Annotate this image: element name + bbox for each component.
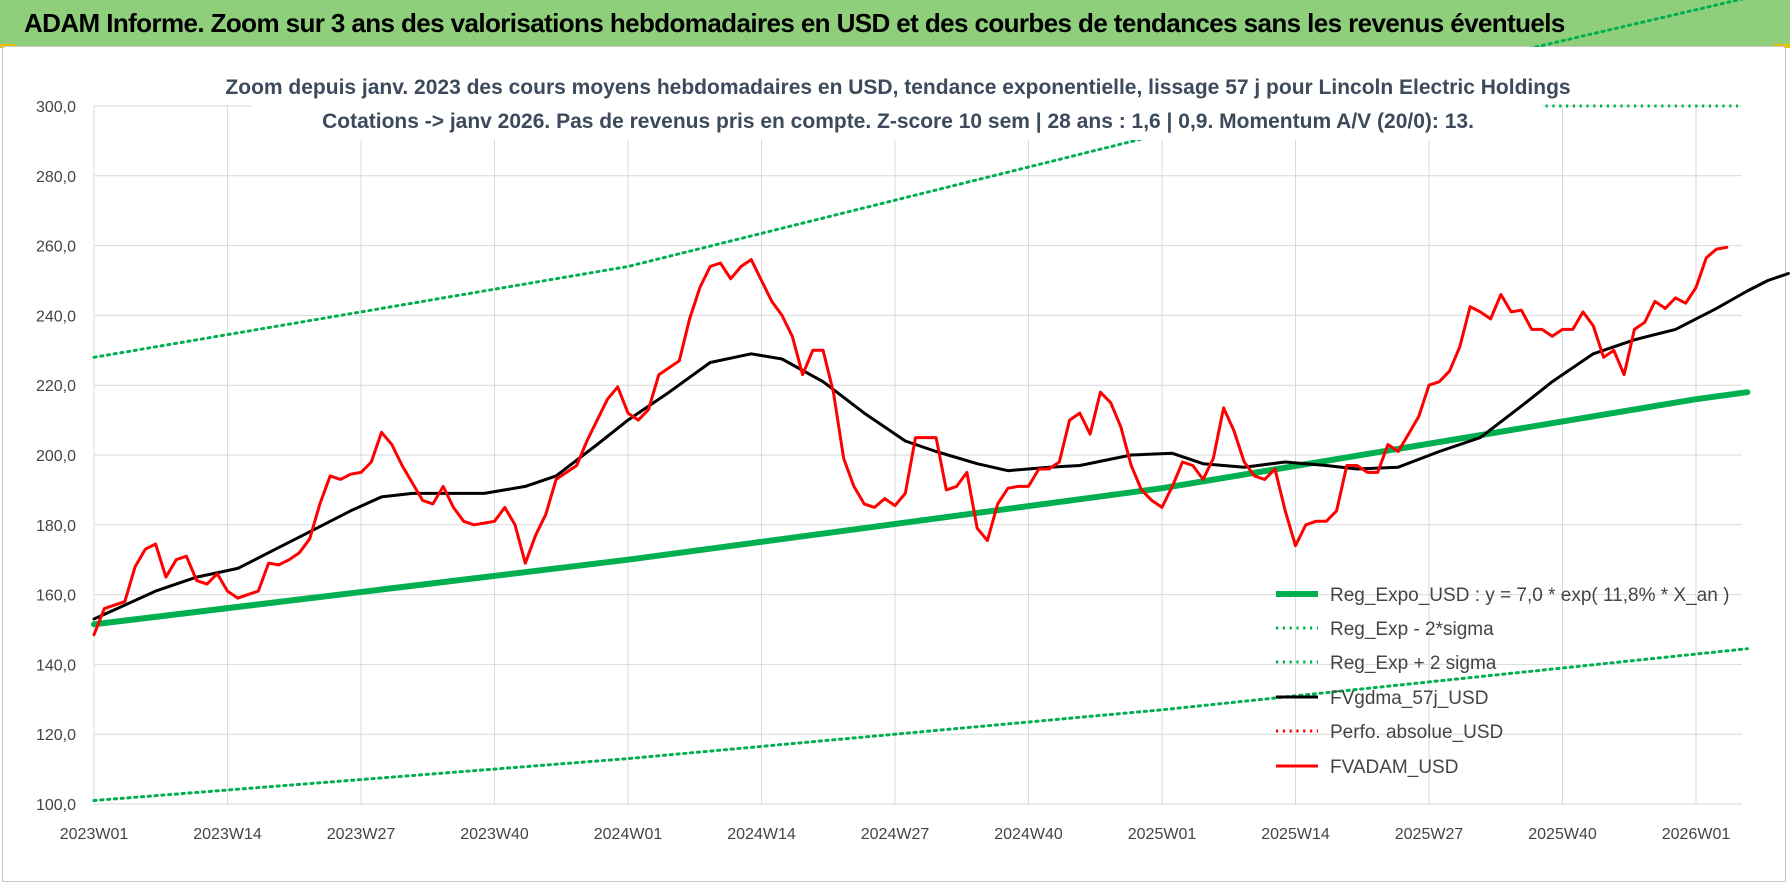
- axis-labels: 100,0 120,0 140,0 160,0 180,0 200,0 220,0 240,0…: [36, 99, 1730, 843]
- legend-label: Reg_Expo_USD : y = 7,0 * exp( 11,8% * X_…: [1330, 585, 1729, 606]
- y-tick-label: 240,0: [36, 308, 76, 325]
- legend-label: Perfo. absolue_USD: [1330, 722, 1503, 743]
- series-line: [92, 647, 1749, 802]
- chart-frame: [2, 46, 1786, 882]
- x-tick-label: 2023W27: [327, 826, 396, 843]
- chart-title-line1: Zoom depuis janv. 2023 des cours moyens …: [225, 76, 1570, 99]
- y-tick-label: 280,0: [36, 169, 76, 186]
- legend-label: FVADAM_USD: [1330, 757, 1458, 778]
- x-tick-label: 2023W14: [193, 826, 262, 843]
- series-line: [91, 389, 1751, 628]
- series-line: [92, 272, 1790, 621]
- x-tick-label: 2026W01: [1662, 826, 1731, 843]
- page-title: ADAM Informe. Zoom sur 3 ans des valoris…: [24, 8, 1565, 38]
- x-tick-label: 2024W01: [594, 826, 663, 843]
- legend: Reg_Expo_USD : y = 7,0 * exp( 11,8% * X_…: [1276, 585, 1729, 778]
- y-tick-label: 140,0: [36, 657, 76, 674]
- chart-title-line2: Cotations -> janv 2026. Pas de revenus p…: [322, 110, 1474, 133]
- x-tick-label: 2025W27: [1395, 826, 1464, 843]
- x-tick-label: 2024W14: [727, 826, 796, 843]
- y-tick-label: 160,0: [36, 588, 76, 605]
- y-tick-label: 100,0: [36, 797, 76, 814]
- x-tick-label: 2023W01: [60, 826, 129, 843]
- y-tick-label: 220,0: [36, 378, 76, 395]
- header-bar: ADAM Informe. Zoom sur 3 ans des valoris…: [0, 0, 1790, 47]
- y-tick-label: 120,0: [36, 727, 76, 744]
- legend-label: Reg_Exp - 2*sigma: [1330, 619, 1494, 640]
- title-background: [252, 70, 1542, 140]
- grid-lines: [93, 105, 1742, 805]
- x-tick-label: 2025W14: [1261, 826, 1330, 843]
- y-tick-label: 300,0: [36, 99, 76, 116]
- legend-label: Reg_Exp + 2 sigma: [1330, 653, 1497, 674]
- x-tick-label: 2025W40: [1528, 826, 1597, 843]
- x-tick-label: 2024W40: [994, 826, 1063, 843]
- series-line: [92, 245, 1729, 637]
- y-tick-label: 200,0: [36, 448, 76, 465]
- x-tick-label: 2024W27: [861, 826, 930, 843]
- y-tick-label: 260,0: [36, 239, 76, 256]
- x-tick-label: 2025W01: [1128, 826, 1197, 843]
- x-tick-label: 2023W40: [460, 826, 529, 843]
- legend-label: FVgdma_57j_USD: [1330, 688, 1488, 709]
- y-tick-label: 180,0: [36, 518, 76, 535]
- series-line: [92, 0, 1745, 359]
